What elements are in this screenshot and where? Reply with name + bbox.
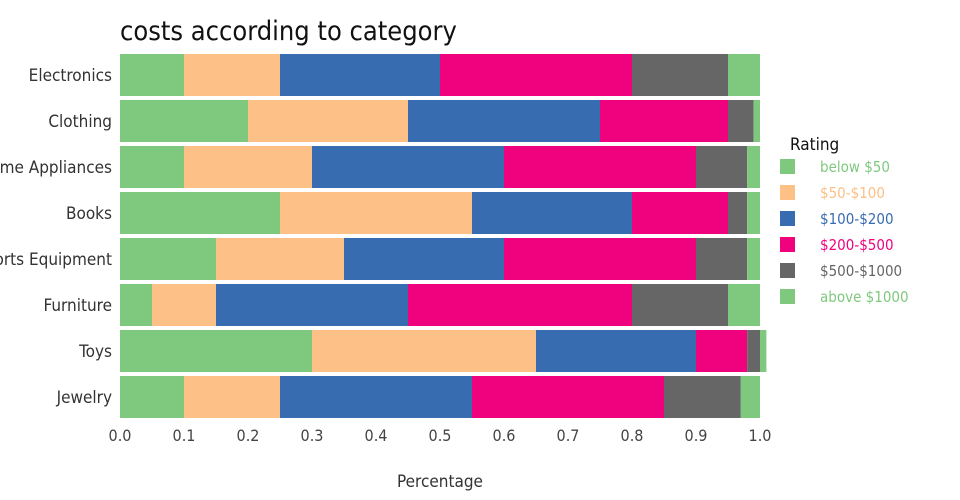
category-label: Jewelry — [56, 388, 112, 408]
bar-clothing-50-100 — [248, 100, 408, 142]
bar-electronics-500-1000 — [632, 54, 728, 96]
bar-toys-below-50 — [120, 330, 312, 372]
bar-home-appliances-below-50 — [120, 146, 184, 188]
x-axis-title: Percentage — [397, 472, 483, 492]
x-tick-label: 1.0 — [749, 426, 772, 445]
x-tick-label: 0.7 — [557, 426, 580, 445]
bar-clothing-above-1000 — [753, 100, 760, 142]
bar-jewelry-100-200 — [280, 376, 472, 418]
bar-jewelry-500-1000 — [664, 376, 741, 418]
bar-jewelry-below-50 — [120, 376, 184, 418]
bar-books-above-1000 — [747, 192, 760, 234]
bar-books-below-50 — [120, 192, 280, 234]
bar-home-appliances-50-100 — [184, 146, 312, 188]
category-label: Home Appliances — [0, 158, 112, 178]
bar-sports-equipment-500-1000 — [696, 238, 748, 280]
category-label: Toys — [78, 342, 112, 362]
bar-furniture-50-100 — [152, 284, 216, 326]
bar-electronics-100-200 — [280, 54, 440, 96]
bar-furniture-below-50 — [120, 284, 152, 326]
x-tick-label: 0.9 — [685, 426, 708, 445]
bar-toys-200-500 — [696, 330, 748, 372]
bar-furniture-500-1000 — [632, 284, 728, 326]
bar-sports-equipment-50-100 — [216, 238, 344, 280]
category-labels: Electronics Clothing Home Appliances Books S… — [0, 66, 112, 408]
bar-electronics-above-1000 — [728, 54, 760, 96]
category-label: Electronics — [29, 66, 112, 86]
x-axis-ticks: 0.0 0.1 0.2 0.3 0.4 0.5 0.6 0.7 0.8 0.9 1.0 — [109, 426, 772, 445]
bar-sports-equipment-200-500 — [504, 238, 696, 280]
legend-label-200-500: $200-$500 — [820, 236, 894, 254]
bar-furniture-above-1000 — [728, 284, 760, 326]
category-label: Furniture — [43, 296, 112, 316]
x-tick-label: 0.6 — [493, 426, 516, 445]
bar-jewelry-200-500 — [472, 376, 664, 418]
bar-sports-equipment-below-50 — [120, 238, 216, 280]
x-tick-label: 0.0 — [109, 426, 132, 445]
x-tick-label: 0.4 — [365, 426, 388, 445]
bar-home-appliances-500-1000 — [696, 146, 748, 188]
legend: Rating below $50 $50-$100 $100-$200 $200-$5… — [780, 135, 909, 306]
bar-toys-above-1000 — [760, 330, 767, 372]
bar-electronics-200-500 — [440, 54, 632, 96]
bar-home-appliances-200-500 — [504, 146, 696, 188]
bar-clothing-below-50 — [120, 100, 248, 142]
bar-toys-50-100 — [312, 330, 536, 372]
bar-books-200-500 — [632, 192, 728, 234]
legend-label-50-100: $50-$100 — [820, 184, 885, 202]
x-tick-label: 0.8 — [621, 426, 644, 445]
bar-furniture-200-500 — [408, 284, 632, 326]
bar-clothing-200-500 — [600, 100, 728, 142]
legend-title: Rating — [790, 135, 839, 155]
bar-toys-100-200 — [536, 330, 696, 372]
x-tick-label: 0.3 — [301, 426, 324, 445]
bar-books-50-100 — [280, 192, 472, 234]
legend-swatch-below-50 — [780, 159, 795, 174]
bar-books-500-1000 — [728, 192, 748, 234]
x-tick-label: 0.5 — [429, 426, 452, 445]
bar-clothing-100-200 — [408, 100, 600, 142]
bar-sports-equipment-above-1000 — [747, 238, 760, 280]
bar-furniture-100-200 — [216, 284, 408, 326]
legend-swatch-100-200 — [780, 211, 795, 226]
x-tick-label: 0.1 — [173, 426, 196, 445]
legend-swatch-200-500 — [780, 237, 795, 252]
legend-label-500-1000: $500-$1000 — [820, 262, 902, 280]
category-label: Sports Equipment — [0, 250, 112, 270]
bar-sports-equipment-100-200 — [344, 238, 504, 280]
bar-toys-500-1000 — [747, 330, 760, 372]
legend-label-100-200: $100-$200 — [820, 210, 894, 228]
bar-clothing-500-1000 — [728, 100, 754, 142]
legend-label-below-50: below $50 — [820, 158, 890, 176]
x-tick-label: 0.2 — [237, 426, 260, 445]
legend-swatch-50-100 — [780, 185, 795, 200]
bar-home-appliances-100-200 — [312, 146, 504, 188]
bar-jewelry-50-100 — [184, 376, 280, 418]
bars-group — [120, 54, 767, 418]
bar-home-appliances-above-1000 — [747, 146, 760, 188]
legend-label-above-1000: above $1000 — [820, 288, 909, 306]
chart-title: costs according to category — [120, 16, 457, 47]
legend-swatch-above-1000 — [780, 289, 795, 304]
category-label: Books — [66, 204, 112, 224]
bar-books-100-200 — [472, 192, 632, 234]
category-label: Clothing — [48, 112, 112, 132]
legend-swatch-500-1000 — [780, 263, 795, 278]
bar-jewelry-above-1000 — [740, 376, 760, 418]
bar-electronics-50-100 — [184, 54, 280, 96]
bar-electronics-below-50 — [120, 54, 184, 96]
